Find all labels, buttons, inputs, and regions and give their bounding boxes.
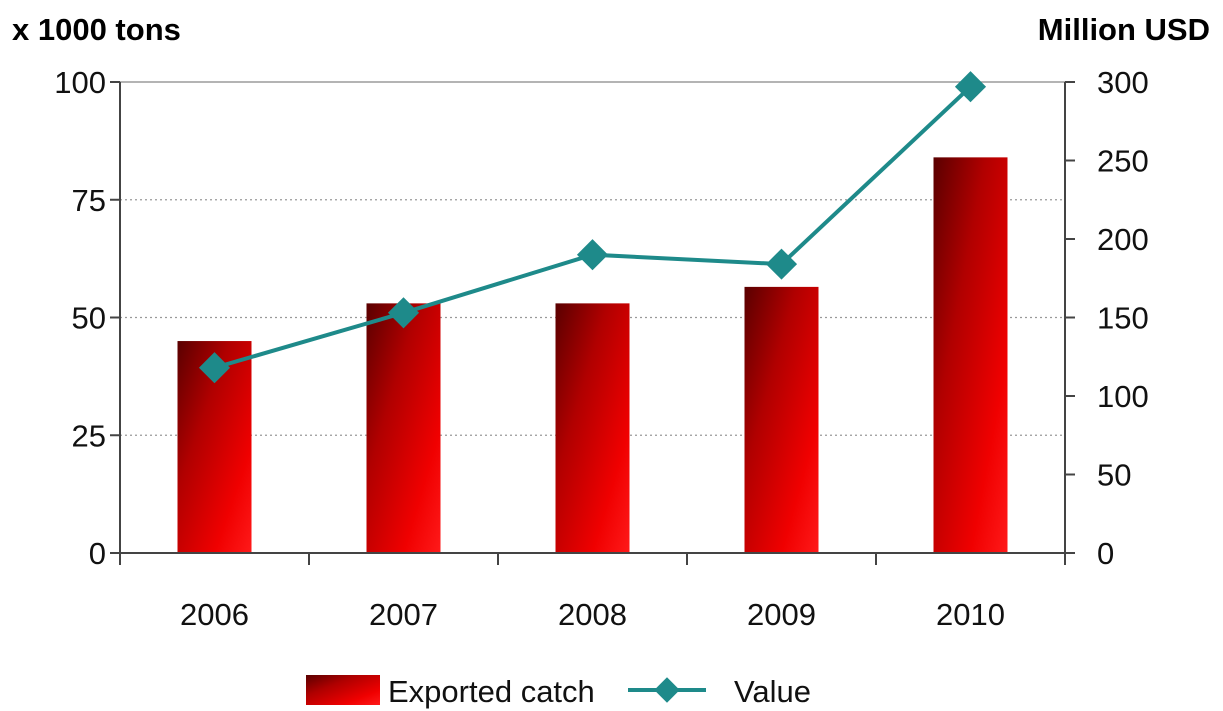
bar-exported-catch-2010 [933, 157, 1008, 554]
legend-marker-value [654, 677, 680, 703]
x-tick-label: 2007 [369, 597, 438, 632]
legend-label-exported-catch: Exported catch [388, 674, 595, 709]
right-tick-label: 100 [1097, 379, 1149, 414]
right-tick-label: 200 [1097, 222, 1149, 257]
bar-exported-catch-2009 [744, 286, 819, 553]
right-tick-label: 300 [1097, 65, 1149, 100]
legend-swatch-exported-catch [306, 675, 380, 705]
right-tick-label: 50 [1097, 458, 1131, 493]
x-tick-label: 2009 [747, 597, 816, 632]
x-tick-label: 2010 [936, 597, 1005, 632]
bar-series [177, 157, 1008, 554]
gridlines [120, 81, 1065, 436]
right-tick-label: 0 [1097, 536, 1114, 571]
axes [110, 81, 1075, 565]
right-axis-unit: Million USD [1038, 12, 1210, 47]
legend-label-value: Value [734, 674, 811, 709]
right-tick-label: 250 [1097, 144, 1149, 179]
left-tick-label: 100 [54, 65, 106, 100]
legend: Exported catch Value [306, 674, 811, 709]
right-tick-label: 150 [1097, 301, 1149, 336]
left-tick-label: 75 [72, 183, 106, 218]
left-axis-unit: x 1000 tons [12, 12, 181, 47]
tick-labels: 0 25 50 75 100 0 50 100 150 200 250 300 2006 2007 2008… [54, 65, 1148, 632]
bar-exported-catch-2007 [366, 303, 441, 553]
x-tick-label: 2006 [180, 597, 249, 632]
point-value-2008 [576, 239, 609, 271]
left-tick-label: 0 [89, 536, 106, 571]
bar-exported-catch-2008 [555, 303, 630, 553]
x-tick-label: 2008 [558, 597, 627, 632]
point-value-2007 [387, 297, 420, 329]
left-tick-label: 50 [72, 301, 106, 336]
left-tick-label: 25 [72, 418, 106, 453]
point-value-2006 [198, 352, 231, 384]
